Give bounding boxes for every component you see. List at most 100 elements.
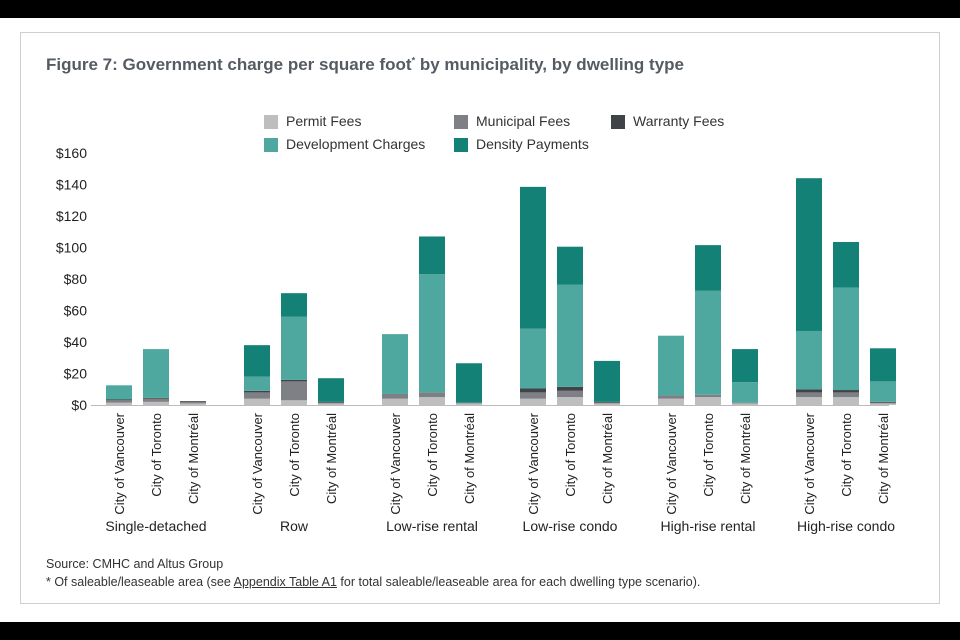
x-group-label: High-rise condo <box>797 518 895 534</box>
bar-segment-municipal-fees <box>796 392 822 398</box>
legend-label-development-charges: Development Charges <box>286 136 426 152</box>
bar-segment-development-charges <box>695 290 721 395</box>
bar-segment-permit-fees <box>180 403 206 405</box>
x-tick-label-city: City of Montréal <box>600 413 615 504</box>
y-tick-label: $60 <box>64 303 88 319</box>
bar-segment-permit-fees <box>833 397 859 405</box>
bar-segment-municipal-fees <box>143 398 169 402</box>
bar-segment-permit-fees <box>106 402 132 405</box>
bar-segment-warranty-fees <box>557 386 583 391</box>
x-tick-label-city: City of Montréal <box>876 413 891 504</box>
appendix-table-link[interactable]: Appendix Table A1 <box>233 575 337 589</box>
bar-segment-permit-fees <box>318 403 344 405</box>
bar-segment-warranty-fees <box>318 401 344 403</box>
bar-segment-density-payments <box>244 345 270 377</box>
bar-segment-municipal-fees <box>520 392 546 399</box>
bar-segment-density-payments <box>732 349 758 383</box>
legend-swatch-density-payments <box>454 138 468 152</box>
x-tick-label-city: City of Toronto <box>701 413 716 497</box>
y-tick-label: $20 <box>64 366 88 382</box>
bar-segment-warranty-fees <box>520 388 546 393</box>
bar-segment-municipal-fees <box>594 402 620 404</box>
bar-segment-municipal-fees <box>180 401 206 404</box>
bar-segment-density-payments <box>318 378 344 402</box>
bar-segment-municipal-fees <box>281 381 307 401</box>
bar-segment-permit-fees <box>594 403 620 405</box>
legend-label-municipal-fees: Municipal Fees <box>476 113 571 129</box>
bar-segment-warranty-fees <box>143 397 169 399</box>
bar-segment-municipal-fees <box>695 394 721 398</box>
bar-segment-permit-fees <box>557 397 583 405</box>
bar-segment-development-charges <box>143 349 169 398</box>
x-tick-label-city: City of Vancouver <box>664 412 679 514</box>
bar-segment-development-charges <box>870 381 896 402</box>
legend-swatch-warranty-fees <box>611 115 625 129</box>
bar-segment-permit-fees <box>870 403 896 405</box>
bar-segment-permit-fees <box>796 397 822 405</box>
y-tick-label: $120 <box>56 208 87 224</box>
legend-swatch-municipal-fees <box>454 115 468 129</box>
bar-segment-permit-fees <box>456 403 482 405</box>
bar-segment-warranty-fees <box>594 401 620 403</box>
bar-segment-development-charges <box>382 334 408 394</box>
y-tick-label: $0 <box>71 397 87 413</box>
x-tick-label-city: City of Montréal <box>738 413 753 504</box>
bar-segment-density-payments <box>695 245 721 291</box>
footnote-prefix: * Of saleable/leaseable area (see <box>46 575 234 589</box>
bar-segment-permit-fees <box>382 398 408 405</box>
bar-segment-permit-fees <box>419 397 445 405</box>
bar-segment-permit-fees <box>281 400 307 405</box>
stacked-bar-chart: $0 $20 $40 $60 $80 $100 $120 $140 $160 City of Va… <box>56 145 896 534</box>
bar-segment-municipal-fees <box>557 390 583 398</box>
x-tick-label-city: City of Vancouver <box>250 412 265 514</box>
x-group-label: High-rise rental <box>661 518 756 534</box>
bar-segment-density-payments <box>520 186 546 329</box>
x-tick-label-city: City of Toronto <box>425 413 440 497</box>
footnote-suffix: for total saleable/leaseable area for ea… <box>336 575 701 589</box>
figure-panel: Figure 7: Government charge per square f… <box>20 32 940 604</box>
bar-segment-development-charges <box>732 382 758 403</box>
bar-segment-warranty-fees <box>106 399 132 401</box>
legend-swatch-development-charges <box>264 138 278 152</box>
figure-title-text: Figure 7: Government charge per square f… <box>46 55 412 74</box>
footnote: * Of saleable/leaseable area (see Append… <box>46 575 700 589</box>
bar-segment-permit-fees <box>520 398 546 405</box>
bar-segment-warranty-fees <box>281 379 307 382</box>
bar-segment-municipal-fees <box>456 402 482 404</box>
bar-segment-municipal-fees <box>106 400 132 403</box>
bar-segment-municipal-fees <box>419 392 445 398</box>
y-tick-label: $100 <box>56 240 87 256</box>
bar-segment-development-charges <box>557 284 583 387</box>
bar-segment-development-charges <box>281 316 307 380</box>
bar-segment-density-payments <box>456 363 482 403</box>
x-tick-label-city: City of Montréal <box>324 413 339 504</box>
bar-segment-municipal-fees <box>732 402 758 404</box>
bar-segment-development-charges <box>658 335 684 396</box>
bar-segment-municipal-fees <box>833 392 859 398</box>
x-group-label: Single-detached <box>105 518 206 534</box>
legend-label-density-payments: Density Payments <box>476 136 589 152</box>
bar-segment-permit-fees <box>244 398 270 405</box>
bar-segment-warranty-fees <box>833 390 859 393</box>
x-tick-label-city: City of Toronto <box>149 413 164 497</box>
y-tick-label: $80 <box>64 271 88 287</box>
figure-title: Figure 7: Government charge per square f… <box>46 55 684 75</box>
source-note: Source: CMHC and Altus Group <box>46 557 224 571</box>
bar-segment-density-payments <box>796 178 822 331</box>
bar-segment-permit-fees <box>732 403 758 405</box>
y-tick-label: $140 <box>56 177 87 193</box>
bar-segment-density-payments <box>870 348 896 382</box>
x-tick-label-city: City of Montréal <box>462 413 477 504</box>
bar-segment-development-charges <box>520 328 546 389</box>
title-footnote-marker: * <box>411 55 416 66</box>
bar-segment-municipal-fees <box>382 393 408 399</box>
x-tick-label-city: City of Vancouver <box>526 412 541 514</box>
bar-segment-development-charges <box>419 274 445 393</box>
bar-segment-development-charges <box>106 385 132 400</box>
bar-segment-density-payments <box>281 293 307 317</box>
x-group-label: Low-rise condo <box>523 518 618 534</box>
bar-segment-municipal-fees <box>318 402 344 404</box>
bar-segment-density-payments <box>594 360 620 402</box>
bar-segment-development-charges <box>796 330 822 390</box>
bar-segment-density-payments <box>557 246 583 285</box>
